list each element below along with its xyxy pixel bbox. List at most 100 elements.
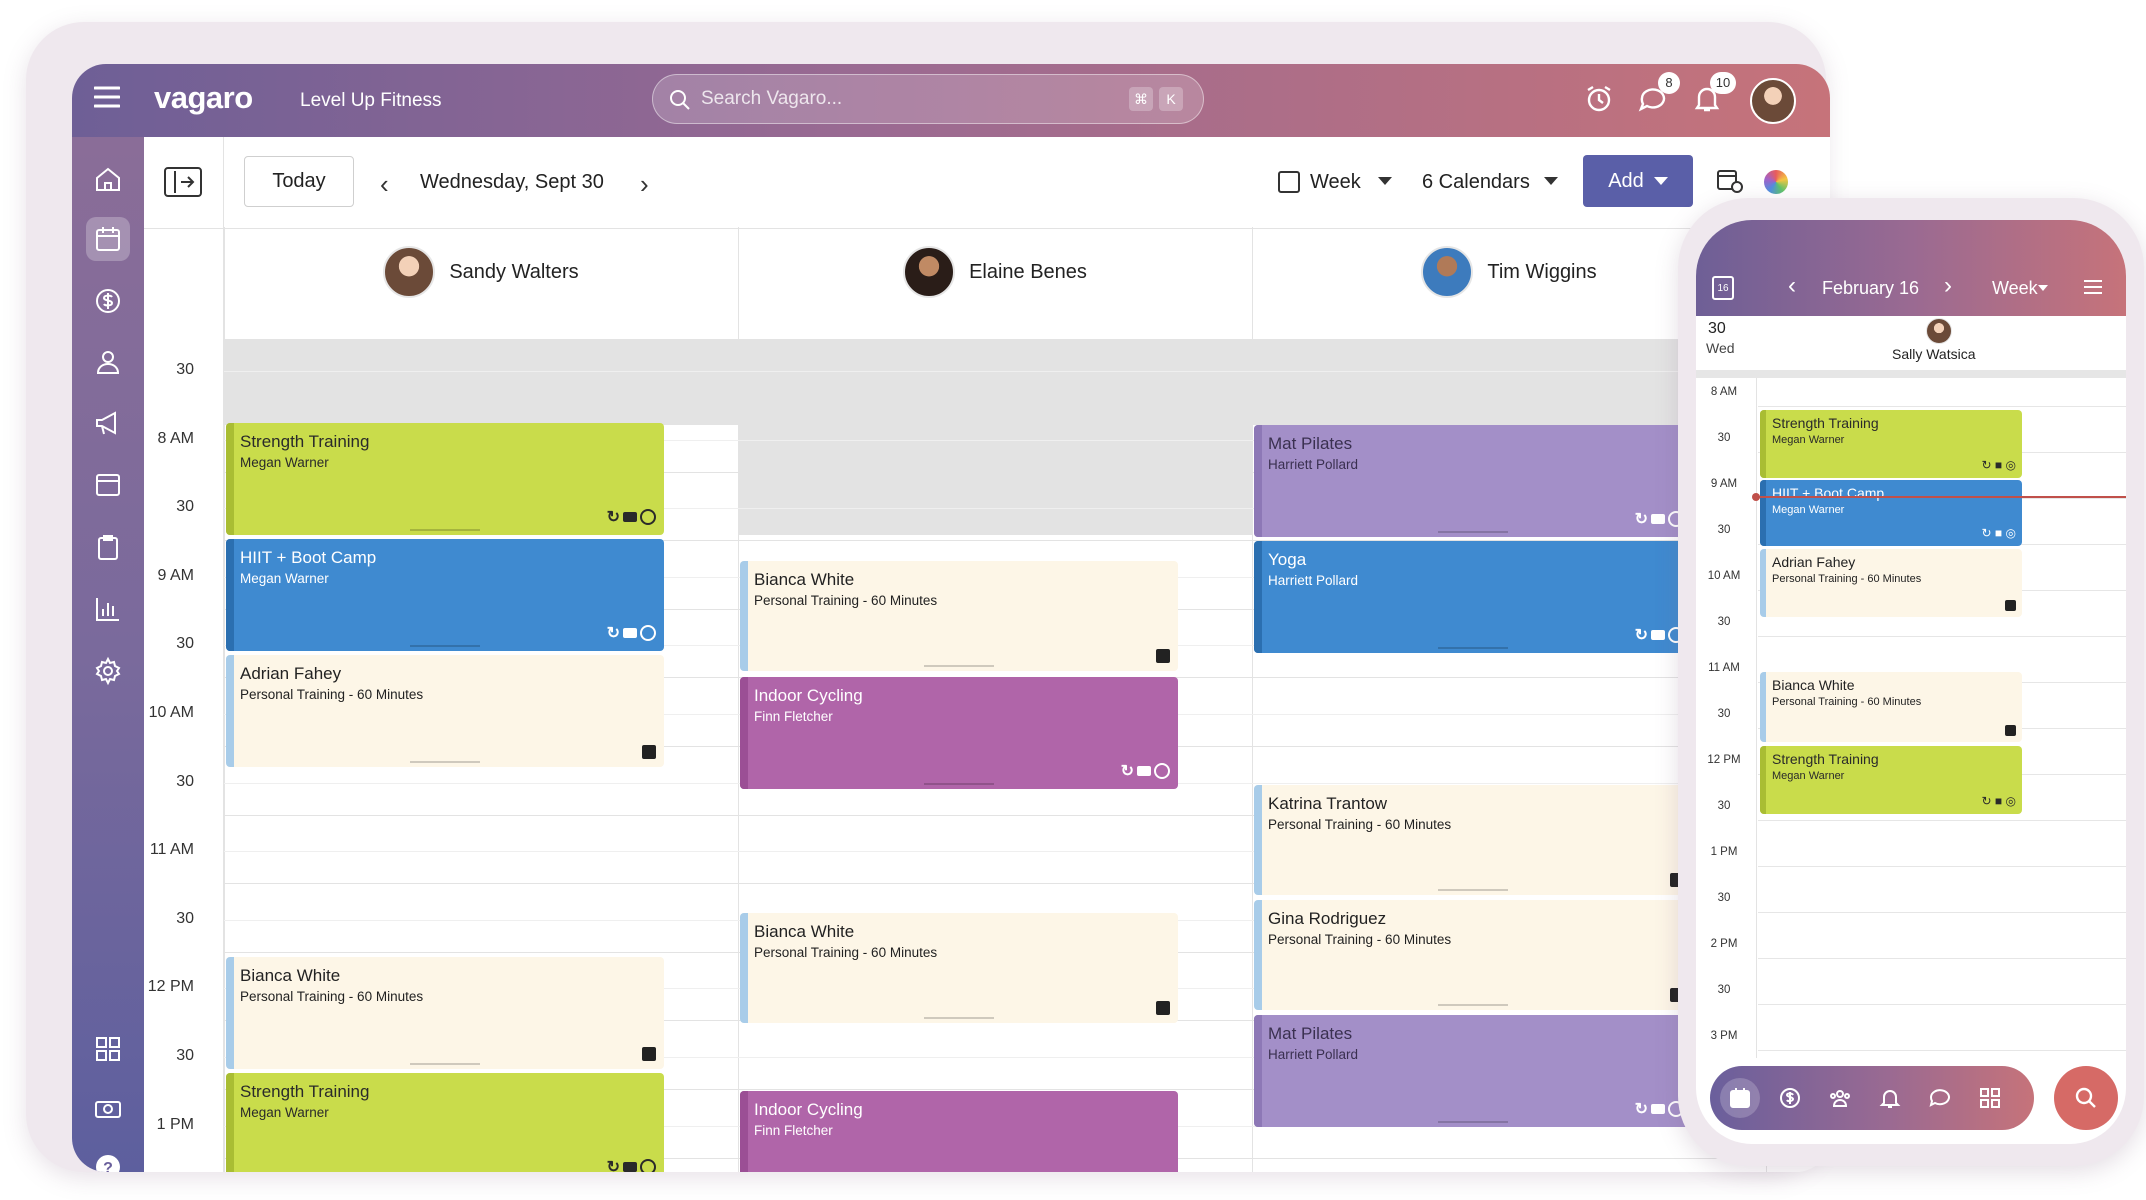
calendar-content: Today ‹ Wednesday, Sept 30 › Week 6 Cale… [144, 137, 1830, 1172]
phone-search-button[interactable] [2054, 1066, 2118, 1130]
menu-icon[interactable] [93, 86, 121, 108]
browser-icon[interactable] [86, 463, 130, 507]
note-icon[interactable] [642, 745, 656, 759]
card-handle[interactable] [1438, 647, 1508, 649]
calendars-selector[interactable]: 6 Calendars [1422, 171, 1530, 193]
staff-column-header-1[interactable]: Elaine Benes [738, 233, 1252, 311]
cash-icon[interactable] [86, 1087, 130, 1131]
appointment-card[interactable]: Bianca White Personal Training - 60 Minut… [740, 561, 1178, 671]
class-status-icons: ↻ [607, 507, 656, 527]
user-avatar[interactable] [1750, 78, 1796, 124]
nav-chat-icon[interactable] [1920, 1078, 1960, 1118]
calendar-settings-icon[interactable] [1716, 167, 1744, 195]
card-handle[interactable] [410, 529, 480, 531]
help-icon[interactable]: ? [86, 1145, 130, 1172]
note-icon[interactable] [1156, 649, 1170, 663]
card-handle[interactable] [1438, 531, 1508, 533]
nav-calendar-icon[interactable] [1720, 1078, 1760, 1118]
phone-next-icon[interactable]: › [1944, 272, 1952, 299]
view-chevron-icon[interactable] [1378, 177, 1392, 185]
card-handle[interactable] [1438, 1121, 1508, 1123]
current-date: Wednesday, Sept 30 [420, 171, 604, 193]
apps-icon[interactable] [86, 1027, 130, 1071]
appointment-card[interactable]: Yoga Harriett Pollard ↻ [1254, 541, 1692, 653]
appointment-card[interactable]: Strength Training Megan Warner ↻ [226, 423, 664, 535]
appointment-card[interactable]: Bianca White Personal Training - 60 Minut… [226, 957, 664, 1069]
appointment-card[interactable]: Mat Pilates Harriett Pollard ↻ [1254, 1015, 1692, 1127]
card-handle[interactable] [924, 1017, 994, 1019]
phone-calendar-icon[interactable]: 16 [1712, 276, 1734, 300]
note-icon[interactable] [642, 1047, 656, 1061]
note-icon[interactable] [2005, 600, 2016, 611]
messages-icon[interactable] [1638, 84, 1668, 114]
shortcut-cmd: ⌘ [1129, 87, 1153, 111]
home-icon[interactable] [86, 157, 130, 201]
appointment-title: HIIT + Boot Camp [1772, 485, 1885, 501]
time-label: 30 [176, 361, 194, 378]
card-handle[interactable] [924, 665, 994, 667]
phone-appointment-card[interactable]: Strength Training Megan Warner ↻ ■ ◎ [1760, 746, 2022, 814]
appointment-card[interactable]: HIIT + Boot Camp Megan Warner ↻ [226, 539, 664, 651]
closed-hours [224, 339, 1766, 425]
phone-appointment-card[interactable]: HIIT + Boot Camp Megan Warner ↻ ■ ◎ [1760, 480, 2022, 546]
nav-bell-icon[interactable] [1870, 1078, 1910, 1118]
appointment-card[interactable]: Gina Rodriguez Personal Training - 60 Min… [1254, 900, 1692, 1010]
today-button[interactable]: Today [244, 156, 354, 207]
class-status-icons: ↻ [1635, 509, 1684, 529]
prev-date-icon[interactable]: ‹ [380, 169, 389, 199]
calendar-icon[interactable] [86, 217, 130, 261]
appointment-card[interactable]: Mat Pilates Harriett Pollard ↻ [1254, 425, 1692, 537]
add-button[interactable]: Add [1583, 155, 1693, 207]
time-label: 10 AM [148, 704, 194, 721]
card-handle[interactable] [1438, 1004, 1508, 1006]
half-hour-gridline [224, 371, 1766, 372]
note-icon[interactable] [2005, 725, 2016, 736]
phone-menu-icon[interactable] [2084, 280, 2102, 294]
notifications-icon[interactable] [1692, 84, 1722, 114]
search-bar[interactable]: Search Vagaro... ⌘ K [652, 74, 1204, 124]
column-divider [1252, 227, 1253, 1172]
card-handle[interactable] [924, 783, 994, 785]
phone-appointment-card[interactable]: Adrian Fahey Personal Training - 60 Minut… [1760, 549, 2022, 617]
settings-icon[interactable] [86, 649, 130, 693]
chart-icon[interactable] [86, 587, 130, 631]
megaphone-icon[interactable] [86, 401, 130, 445]
phone-day-number: 30 [1708, 320, 1726, 337]
phone-prev-icon[interactable]: ‹ [1788, 272, 1796, 299]
clipboard-icon[interactable] [86, 525, 130, 569]
appointment-card[interactable]: Strength Training Megan Warner ↻ [226, 1073, 664, 1172]
phone-view-selector[interactable]: Week [1992, 278, 2038, 298]
nav-apps-icon[interactable] [1970, 1078, 2010, 1118]
phone-appointment-card[interactable]: Strength Training Megan Warner ↻ ■ ◎ [1760, 410, 2022, 478]
brand-logo[interactable]: vagaro [154, 80, 253, 115]
next-date-icon[interactable]: › [640, 169, 649, 199]
alarm-icon[interactable] [1584, 84, 1614, 114]
card-handle[interactable] [410, 645, 480, 647]
appointment-card[interactable]: Adrian Fahey Personal Training - 60 Minut… [226, 655, 664, 767]
dollar-icon[interactable] [86, 279, 130, 323]
card-handle[interactable] [1438, 889, 1508, 891]
phone-appointment-card[interactable]: Bianca White Personal Training - 60 Minut… [1760, 672, 2022, 742]
staff-column-header-0[interactable]: Sandy Walters [224, 233, 738, 311]
phone-time-label: 30 [1717, 616, 1731, 628]
nav-dollar-icon[interactable] [1770, 1078, 1810, 1118]
view-selector[interactable]: Week [1310, 171, 1361, 193]
nav-clients-icon[interactable] [1820, 1078, 1860, 1118]
note-icon[interactable] [1156, 1001, 1170, 1015]
appointment-subtitle: Personal Training - 60 Minutes [240, 989, 424, 1004]
collapse-panel-icon[interactable] [164, 167, 202, 197]
color-wheel-icon[interactable] [1764, 170, 1788, 194]
card-handle[interactable] [410, 1063, 480, 1065]
appointment-subtitle: Megan Warner [240, 1105, 329, 1120]
phone-time-label: 30 [1717, 708, 1731, 720]
appointment-card[interactable]: Bianca White Personal Training - 60 Minut… [740, 913, 1178, 1023]
phone-view-chevron-icon[interactable] [2038, 285, 2048, 291]
appointment-card[interactable]: Katrina Trantow Personal Training - 60 Mi… [1254, 785, 1692, 895]
calendars-chevron-icon[interactable] [1544, 177, 1558, 185]
person-icon[interactable] [86, 340, 130, 384]
staff-column-header-2[interactable]: Tim Wiggins [1252, 233, 1766, 311]
card-handle[interactable] [410, 761, 480, 763]
phone-gridline [1758, 912, 2126, 913]
